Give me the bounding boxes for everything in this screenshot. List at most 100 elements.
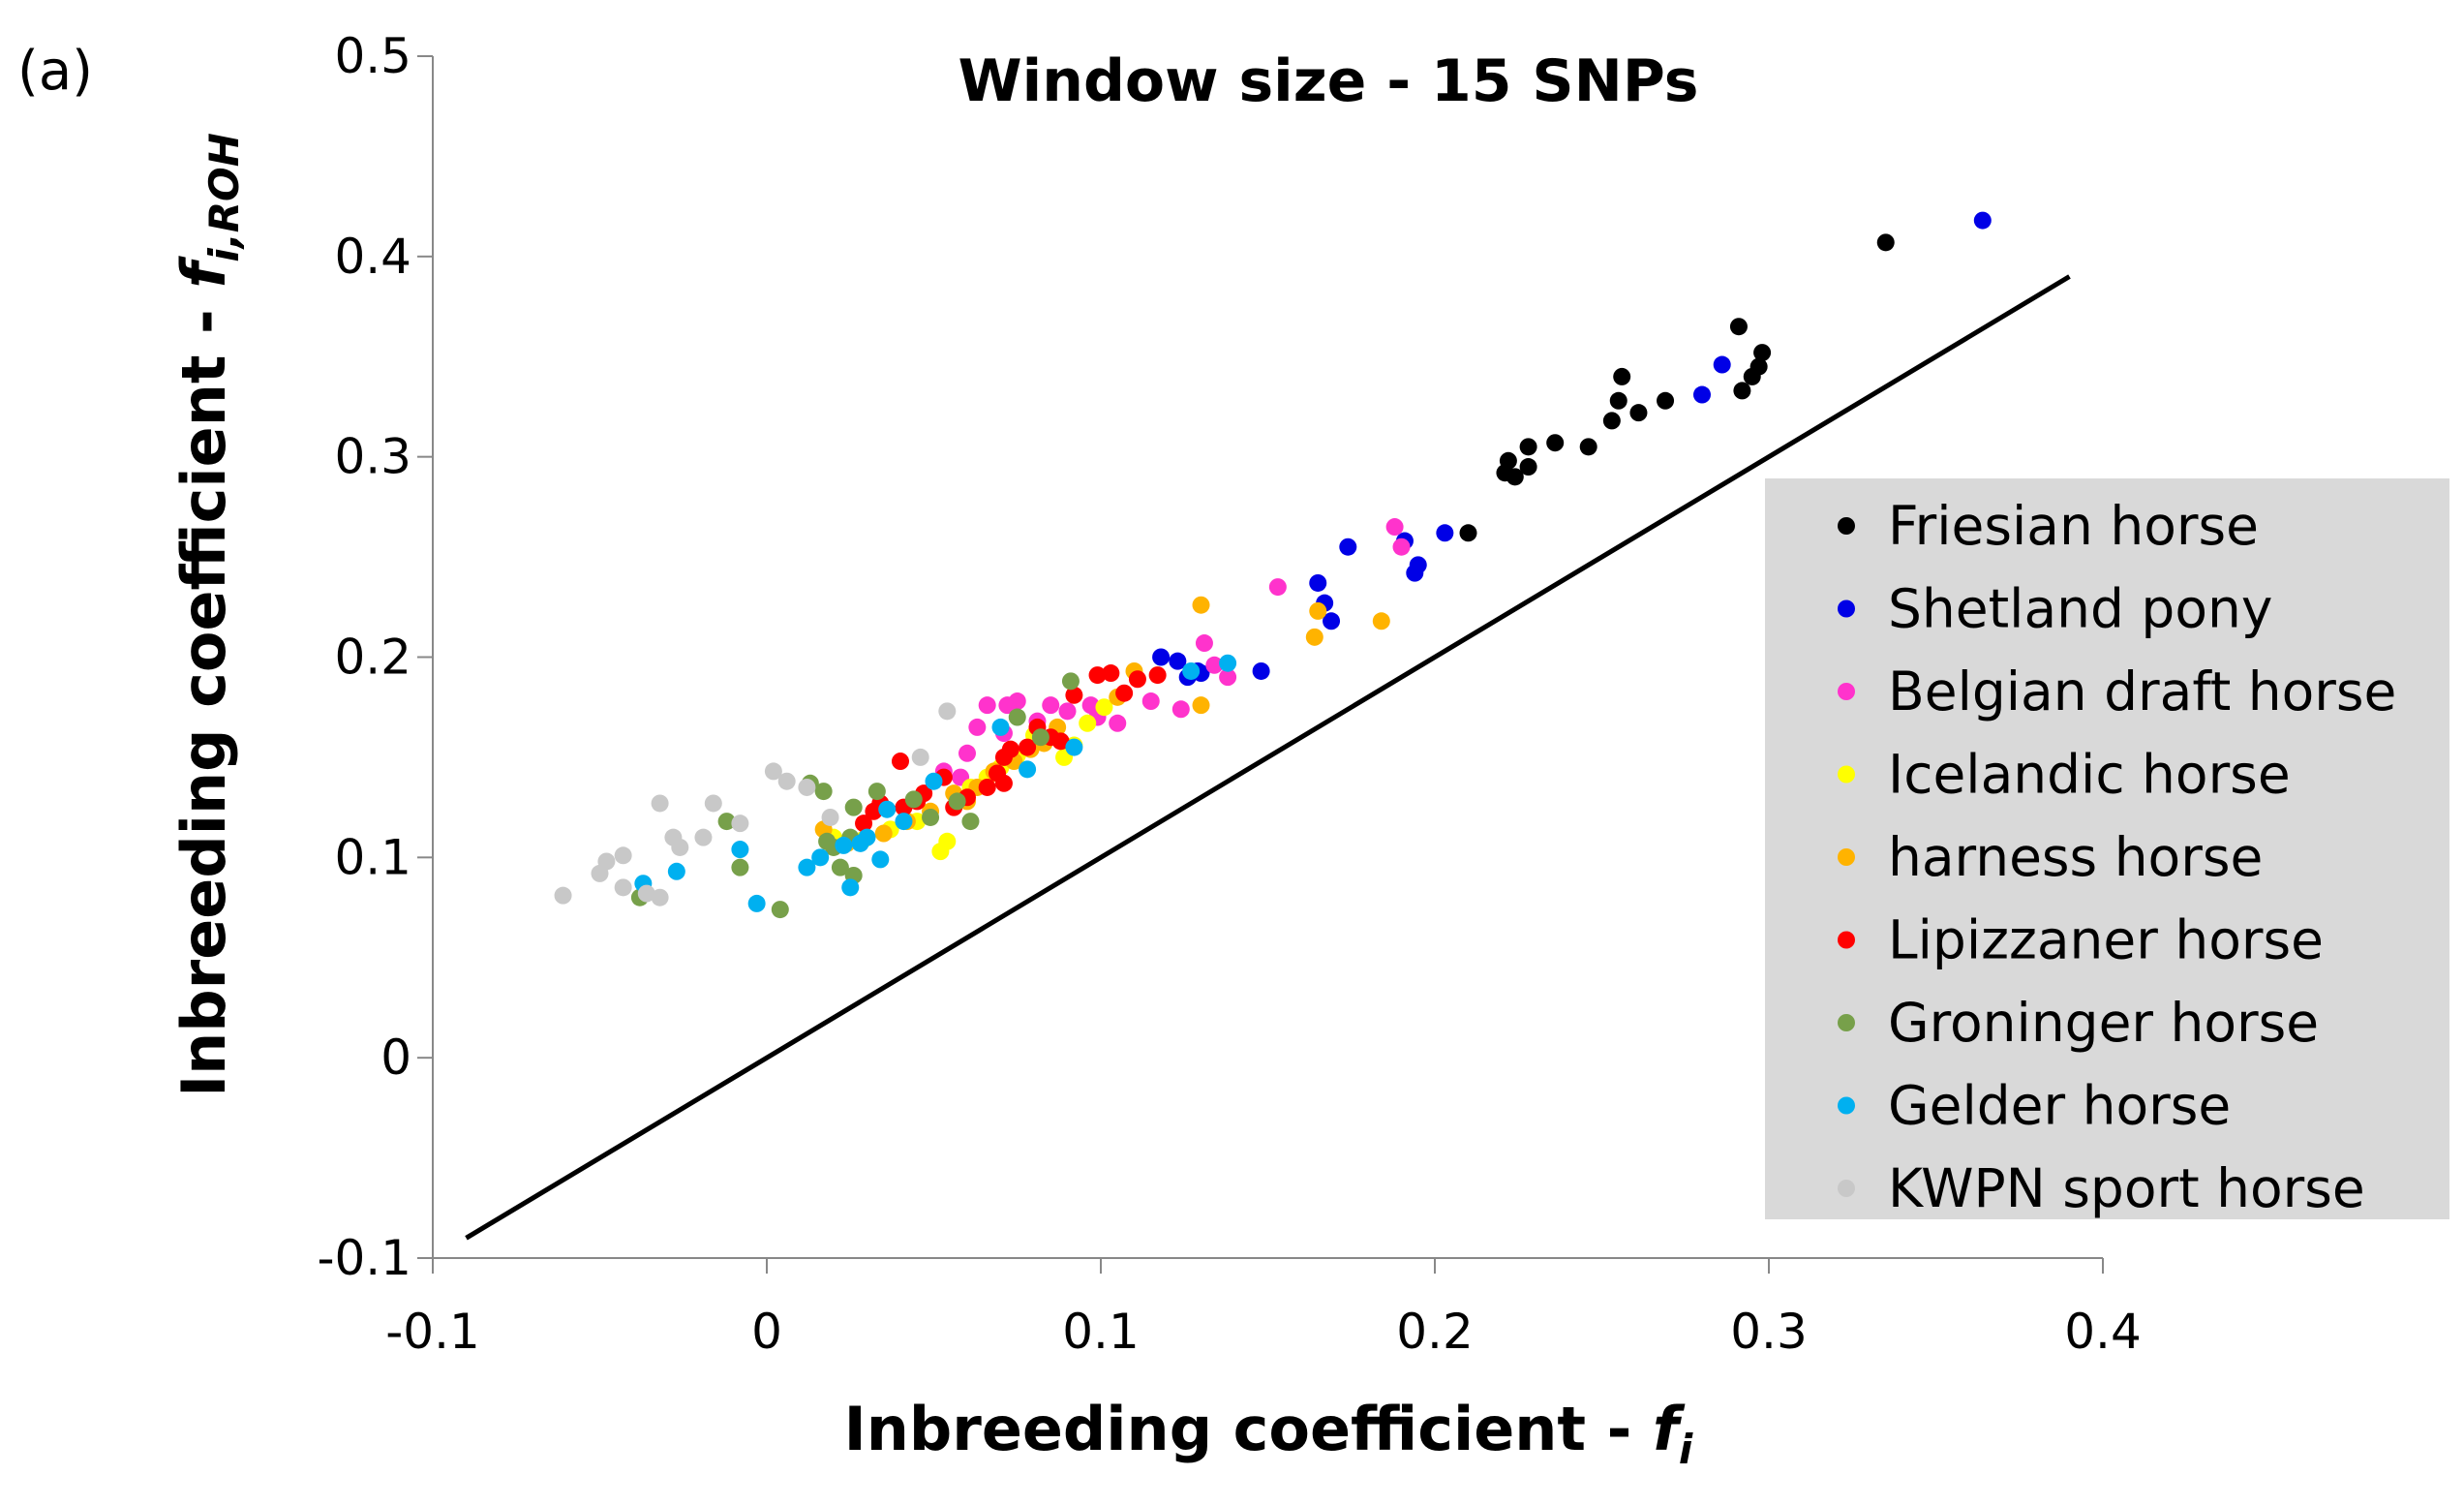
data-point [614,846,632,865]
data-point [1109,714,1127,732]
data-point [1519,458,1537,476]
data-point [1876,233,1895,252]
legend-items: Friesian horse Shetland pony Belgian draft… [1838,495,2396,1219]
legend-marker [1838,599,1855,618]
data-point [818,832,837,850]
data-point [704,794,722,813]
data-point [1729,318,1748,336]
legend-label: Icelandic horse [1888,744,2291,806]
y-tick-label: 0.1 [334,829,411,885]
data-point [798,778,816,796]
data-point [1268,578,1287,597]
data-point [731,814,749,833]
data-point [1519,438,1537,456]
data-points [554,211,1992,919]
data-point [1753,344,1772,362]
data-point [851,834,869,852]
data-point [1195,634,1213,653]
data-point [871,850,890,869]
y-tick-label: 0.4 [334,229,411,285]
data-point [1192,696,1210,715]
data-point [1323,612,1341,630]
data-point [1406,564,1424,582]
data-point [1031,728,1049,747]
legend-marker [1838,683,1855,700]
data-point [1095,698,1113,717]
data-point [1372,612,1390,630]
data-point [1219,668,1237,687]
data-point [878,800,897,818]
legend-label: Friesian horse [1888,495,2259,557]
data-point [998,696,1017,715]
data-point [1436,524,1454,542]
data-point [554,886,572,905]
data-point [931,843,950,861]
data-point [1305,628,1323,646]
data-point [874,824,893,843]
data-point [814,783,833,801]
data-point [865,802,883,820]
data-point [922,808,940,826]
data-point [764,762,782,781]
legend-label: Groninger horse [1888,992,2319,1054]
data-point [1081,696,1100,715]
data-point [855,814,873,833]
data-point [1309,573,1327,592]
data-point [1065,738,1083,756]
data-point [867,783,886,801]
data-point [1192,596,1210,614]
data-point [651,794,669,813]
data-point [1102,664,1120,683]
data-point [1613,367,1631,385]
data-point [1713,355,1731,374]
data-point [968,718,987,736]
data-point [671,838,689,856]
data-point [1385,518,1404,537]
legend-marker [1838,1180,1855,1197]
y-axis-title-text: Inbreeding coefficient - [168,289,239,1097]
data-point [1733,382,1751,400]
data-point [831,858,849,876]
legend-marker [1838,848,1855,866]
x-tick-label: 0.4 [2064,1304,2142,1360]
data-point [747,894,766,912]
data-point [844,798,863,816]
data-point [978,778,996,796]
data-point [1579,438,1597,456]
y-axis-title: Inbreeding coefficient - fi,ROH [168,133,248,1097]
axes: -0.1 0 0.1 0.2 0.3 0.4 0.5 -0.1 0 0.1 0.2 0.3 0.4 [317,28,2141,1360]
x-axis-title: Inbreeding coefficient - fi [844,1394,1693,1473]
data-point [1065,686,1083,704]
data-point [1309,601,1327,620]
data-point [591,864,609,882]
x-tick-label: -0.1 [385,1304,480,1360]
data-point [1128,670,1146,689]
data-point [1079,714,1097,732]
data-point [731,841,749,859]
data-point [614,878,632,897]
x-tick-label: 0.3 [1730,1304,1808,1360]
data-point [1169,652,1187,670]
reference-line [465,274,2071,1241]
data-point [731,858,749,876]
data-point [895,813,913,831]
data-point [1252,661,1270,680]
chart-title: Window size - 15 SNPs [958,47,1699,115]
x-axis-title-sub: i [1679,1426,1693,1473]
legend-label: harness horse [1888,826,2263,888]
series-gelder-horse [634,654,1237,912]
x-tick-label: 0.2 [1396,1304,1474,1360]
y-tick-label: 0.2 [334,630,411,686]
data-point [777,772,796,790]
x-axis-title-text: Inbreeding coefficient - [844,1394,1653,1464]
reference-line-layer [465,274,2071,1241]
data-point [1205,656,1224,674]
legend-label: Shetland pony [1888,578,2272,640]
data-point [1008,708,1026,726]
legend-label: Belgian draft horse [1888,661,2396,722]
legend: Friesian horse Shetland pony Belgian draft… [1765,478,2449,1219]
data-point [892,753,909,771]
data-point [1657,391,1675,410]
data-point [1152,648,1171,666]
